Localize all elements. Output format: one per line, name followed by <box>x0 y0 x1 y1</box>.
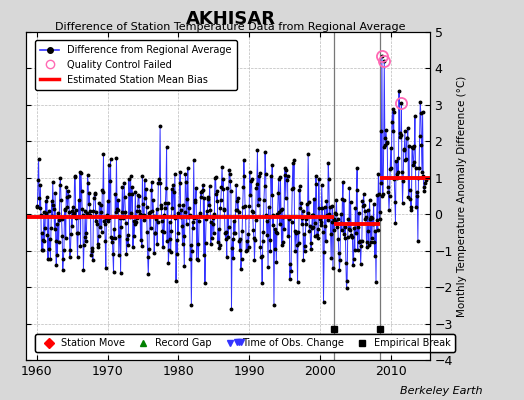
Text: Berkeley Earth: Berkeley Earth <box>400 386 482 396</box>
Y-axis label: Monthly Temperature Anomaly Difference (°C): Monthly Temperature Anomaly Difference (… <box>457 75 467 317</box>
Legend: Station Move, Record Gap, Time of Obs. Change, Empirical Break: Station Move, Record Gap, Time of Obs. C… <box>35 334 455 352</box>
Text: AKHISAR: AKHISAR <box>185 10 276 28</box>
Text: Difference of Station Temperature Data from Regional Average: Difference of Station Temperature Data f… <box>56 22 406 32</box>
